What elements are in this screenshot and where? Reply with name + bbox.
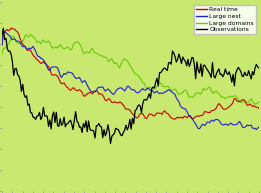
Legend: Real time, Large nest, Large domains, Observations: Real time, Large nest, Large domains, Ob… <box>194 5 256 35</box>
